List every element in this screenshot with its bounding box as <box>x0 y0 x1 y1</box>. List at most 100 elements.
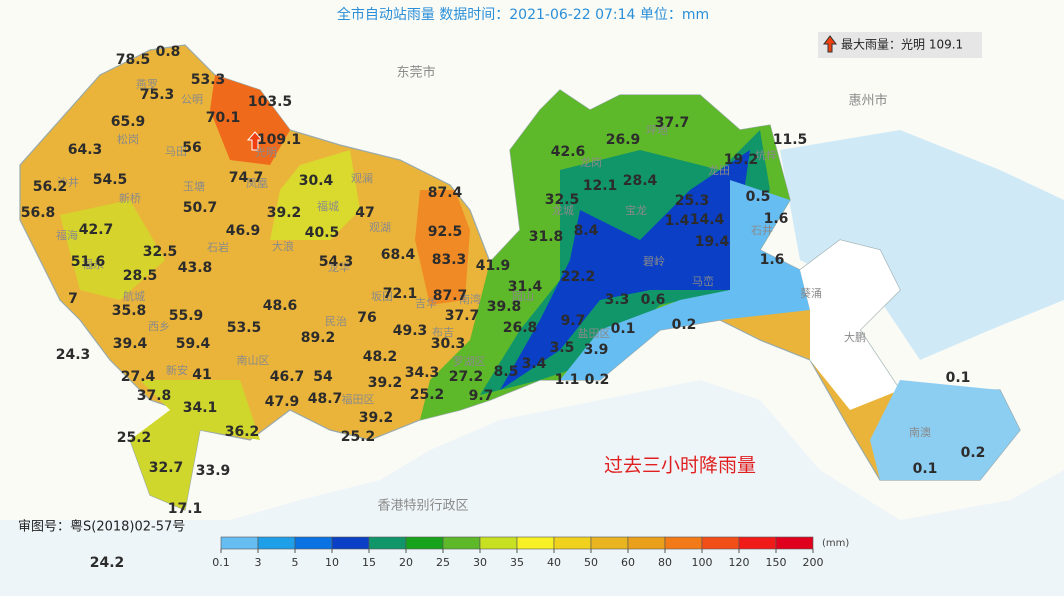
station-value: 7 <box>68 291 78 307</box>
max-label: 最大雨量：光明 109.1 <box>841 38 963 52</box>
place-label: 观澜 <box>351 171 373 185</box>
station-value: 0.1 <box>611 321 636 337</box>
city-label: 东莞市 <box>396 65 435 81</box>
light-rain-area <box>560 180 810 380</box>
station-value: 27.2 <box>449 369 484 385</box>
station-value: 39.2 <box>359 410 394 426</box>
station-value: 37.7 <box>655 115 690 131</box>
city-label: 惠州市 <box>848 93 887 109</box>
station-value: 42.7 <box>79 222 114 238</box>
station-value: 72.1 <box>383 286 418 302</box>
station-value: 0.1 <box>946 370 971 386</box>
place-label: 石井 <box>751 223 773 237</box>
place-label: 福城 <box>317 199 339 213</box>
moderate-rain-area <box>130 380 260 510</box>
legend-tick-label: 30 <box>473 556 487 569</box>
legend-swatch <box>294 536 333 550</box>
legend-swatch <box>331 536 370 550</box>
place-label: 罗湖区 <box>453 355 486 368</box>
place-label: 凤凰 <box>246 177 268 190</box>
max-box <box>818 32 982 58</box>
station-value: 26.9 <box>606 132 641 148</box>
legend-swatch <box>664 536 703 550</box>
station-value: 40.5 <box>305 225 340 241</box>
station-value: 24.2 <box>90 555 125 571</box>
legend-tick-label: 150 <box>766 556 787 569</box>
legend-swatch <box>590 536 629 550</box>
place-label: 碧岭 <box>643 254 665 268</box>
place-label: 坪地 <box>646 124 668 137</box>
station-value: 3.4 <box>522 356 547 372</box>
caption: 过去三小时降雨量 <box>604 455 756 477</box>
station-value: 22.2 <box>561 269 596 285</box>
legend-swatch <box>405 536 444 550</box>
city-label: 香港特别行政区 <box>377 499 468 514</box>
legend-tick-label: 35 <box>510 556 524 569</box>
station-value: 1.6 <box>760 252 785 268</box>
legend-tick-label: 5 <box>292 556 299 569</box>
station-value: 34.3 <box>405 365 440 381</box>
sea <box>0 150 1064 596</box>
place-label: 光明 <box>255 145 277 159</box>
station-value: 55.9 <box>169 308 204 324</box>
legend-tick-label: 50 <box>584 556 598 569</box>
station-value: 87.4 <box>428 185 463 201</box>
station-value: 33.9 <box>196 463 231 479</box>
station-value: 53.5 <box>227 320 262 336</box>
place-label: 福永 <box>82 257 104 271</box>
station-value: 3.9 <box>584 342 609 358</box>
station-value: 64.3 <box>68 142 103 158</box>
place-label: 吉华 <box>415 296 437 310</box>
station-value: 14.4 <box>690 212 725 228</box>
legend-swatch <box>479 536 518 550</box>
station-value: 89.2 <box>301 330 336 346</box>
station-value: 39.2 <box>368 375 403 391</box>
moderate-rain-area <box>270 150 360 240</box>
place-label: 观湖 <box>369 221 391 234</box>
station-value: 12.1 <box>583 178 618 194</box>
legend-swatch <box>701 536 740 550</box>
place-label: 大浪 <box>272 239 294 253</box>
station-value: 83.3 <box>432 252 467 268</box>
station-value: 11.5 <box>773 132 808 148</box>
station-value: 65.9 <box>111 114 146 130</box>
station-value: 9.7 <box>561 313 586 329</box>
station-value: 31.8 <box>529 229 564 245</box>
place-label: 福田区 <box>342 392 375 406</box>
station-value: 0.8 <box>156 44 181 60</box>
place-label: 龙岗 <box>580 156 602 169</box>
station-value: 28.5 <box>123 268 158 284</box>
place-label: 大鹏 <box>844 330 866 344</box>
station-value: 43.8 <box>178 260 213 276</box>
station-value: 32.5 <box>143 244 178 260</box>
station-value: 37.7 <box>445 308 480 324</box>
legend-swatch <box>220 536 259 550</box>
station-value: 28.4 <box>623 173 658 189</box>
legend-swatch <box>516 536 555 550</box>
legend-tick-label: 40 <box>547 556 561 569</box>
station-value: 46.9 <box>226 223 261 239</box>
station-value: 49.3 <box>393 323 428 339</box>
station-value: 51.6 <box>71 254 106 270</box>
place-label: 民治 <box>325 314 347 328</box>
place-label: 松岗 <box>117 132 139 146</box>
place-label: 西乡 <box>148 320 170 333</box>
station-value: 30.3 <box>431 336 466 352</box>
station-value: 9.7 <box>469 388 494 404</box>
station-value: 75.3 <box>140 87 175 103</box>
station-value: 39.8 <box>487 299 522 315</box>
station-value: 30.4 <box>299 173 334 189</box>
station-value: 109.1 <box>257 132 301 148</box>
rain-area-east <box>500 150 750 390</box>
place-label: 葵涌 <box>800 287 822 300</box>
station-value: 8.5 <box>494 364 519 380</box>
legend-tick-label: 0.1 <box>212 556 230 569</box>
legend-tick-label: 100 <box>692 556 713 569</box>
station-value: 54 <box>313 369 333 385</box>
legend-swatch <box>775 536 814 550</box>
station-value: 0.2 <box>961 445 986 461</box>
legend-tick-label: 25 <box>436 556 450 569</box>
station-value: 32.5 <box>545 192 580 208</box>
